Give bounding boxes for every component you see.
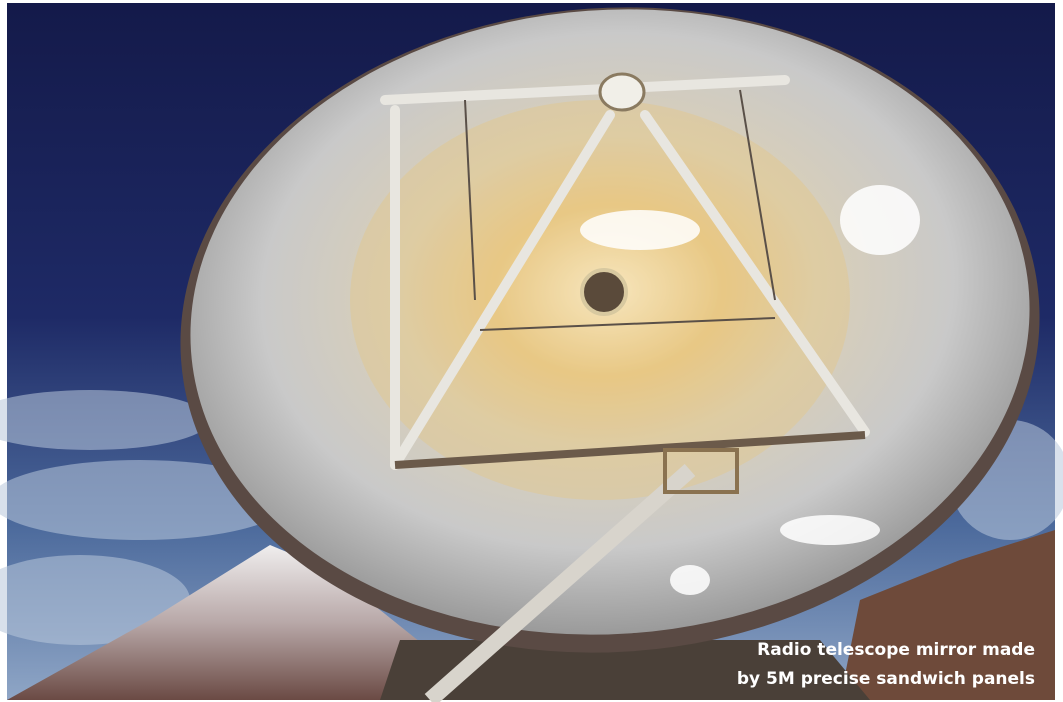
- hub: [600, 74, 644, 110]
- caption-line: by 5M precise sandwich panels: [737, 669, 1035, 689]
- photo: Radio telescope mirror made by 5M precis…: [0, 0, 1063, 702]
- subreflector: [582, 270, 626, 314]
- page: Radio telescope mirror made by 5M precis…: [0, 0, 1063, 702]
- caption-line: Radio telescope mirror made: [757, 640, 1035, 660]
